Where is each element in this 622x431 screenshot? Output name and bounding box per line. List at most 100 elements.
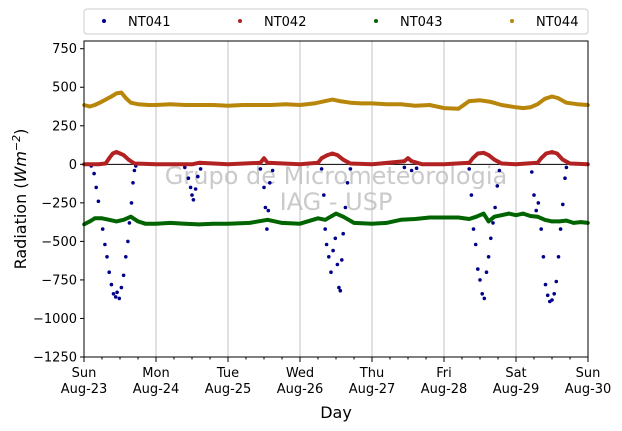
data-point-nt044-18 <box>240 103 245 107</box>
data-point-nt041-51 <box>343 205 348 210</box>
data-point-nt042-20 <box>325 153 330 157</box>
data-point-nt041-11 <box>113 295 118 299</box>
data-point-nt041-3 <box>96 199 101 204</box>
data-point-nt043-19 <box>298 221 302 226</box>
data-point-nt042-39 <box>535 161 540 165</box>
data-point-nt042-25 <box>370 162 374 167</box>
data-point-nt044-10 <box>136 102 140 106</box>
data-point-nt043-37 <box>499 213 504 217</box>
data-point-nt043-10 <box>154 221 158 226</box>
data-point-nt043-23 <box>341 214 346 219</box>
data-point-nt043-30 <box>442 215 446 220</box>
data-point-nt042-41 <box>544 151 548 156</box>
x-tick-date-2: Aug-25 <box>205 382 252 397</box>
data-point-nt043-38 <box>507 211 511 216</box>
data-point-nt041-84 <box>556 254 561 259</box>
data-point-nt041-44 <box>331 248 335 253</box>
data-point-nt044-25 <box>330 97 335 102</box>
data-point-nt044-47 <box>564 100 569 105</box>
data-point-nt041-30 <box>198 167 203 171</box>
data-point-nt041-17 <box>126 239 130 244</box>
data-point-nt042-33 <box>476 151 480 156</box>
data-point-nt044-30 <box>384 102 389 106</box>
data-point-nt043-34 <box>481 211 486 216</box>
data-point-nt041-61 <box>476 267 480 271</box>
data-point-nt044-27 <box>348 100 353 105</box>
x-tick-day-6: Sat <box>505 366 526 381</box>
data-point-nt042-6 <box>118 151 122 156</box>
data-point-nt042-30 <box>442 162 446 167</box>
y-axis-ticks: −1250 −1000 −750 −500 −250 0 250 500 750 <box>33 42 84 366</box>
y-tick-label-3: −500 <box>41 235 77 250</box>
data-point-nt041-46 <box>335 262 340 267</box>
data-point-nt041-75 <box>536 201 541 205</box>
data-point-nt041-28 <box>193 187 198 191</box>
data-point-nt044-17 <box>226 103 230 108</box>
data-point-nt041-12 <box>115 290 119 295</box>
data-point-nt044-14 <box>183 103 187 107</box>
data-point-nt044-43 <box>535 102 540 106</box>
data-point-nt041-29 <box>196 174 200 179</box>
x-tick-date-5: Aug-28 <box>421 382 468 397</box>
data-point-nt043-27 <box>399 218 403 222</box>
data-point-nt042-5 <box>114 150 119 154</box>
data-point-nt041-42 <box>327 254 331 259</box>
data-point-nt043-39 <box>514 213 518 217</box>
data-point-nt041-76 <box>539 227 543 231</box>
data-point-nt041-33 <box>263 205 268 210</box>
data-point-nt042-1 <box>96 162 101 167</box>
data-point-nt041-83 <box>554 279 559 284</box>
data-point-nt044-36 <box>467 99 472 103</box>
data-point-nt043-4 <box>107 218 111 222</box>
data-point-nt044-33 <box>427 103 432 107</box>
data-point-nt041-34 <box>265 227 269 231</box>
data-point-nt042-8 <box>126 157 131 162</box>
data-point-nt041-6 <box>103 242 107 247</box>
data-point-nt041-21 <box>132 168 137 173</box>
data-point-nt043-21 <box>323 218 328 222</box>
data-point-nt041-88 <box>564 165 569 170</box>
data-point-nt044-39 <box>499 103 504 107</box>
data-point-nt044-35 <box>456 107 461 111</box>
data-point-nt044-5 <box>109 94 114 99</box>
y-axis-title-exp: −2 <box>10 135 23 151</box>
data-point-nt041-18 <box>127 221 132 225</box>
y-axis-title: Radiation (Wm−2) <box>10 129 30 270</box>
data-point-nt044-16 <box>211 103 216 107</box>
data-point-nt041-86 <box>561 202 565 207</box>
data-point-nt041-32 <box>262 185 266 190</box>
data-point-nt041-74 <box>534 208 538 213</box>
data-point-nt043-6 <box>121 218 126 222</box>
y-tick-label-2: −750 <box>41 273 77 288</box>
data-point-nt043-48 <box>579 220 583 224</box>
data-point-nt044-20 <box>269 103 274 107</box>
data-point-nt044-9 <box>129 100 133 105</box>
data-point-nt043-20 <box>316 216 320 221</box>
data-point-nt041-25 <box>188 185 193 190</box>
data-point-nt042-17 <box>298 162 302 167</box>
data-point-nt044-37 <box>478 98 482 103</box>
data-point-nt042-28 <box>409 159 414 163</box>
data-point-nt043-18 <box>280 221 284 225</box>
data-point-nt042-23 <box>341 157 346 162</box>
data-point-nt042-24 <box>348 161 353 166</box>
data-point-nt041-41 <box>324 242 329 247</box>
data-point-nt041-24 <box>186 176 191 180</box>
legend-entry-nt043: NT043 <box>374 15 442 30</box>
x-tick-day-0: Sun <box>72 366 97 381</box>
data-point-nt041-58 <box>469 193 474 197</box>
data-point-nt042-22 <box>335 153 340 157</box>
data-point-nt043-15 <box>226 221 230 226</box>
data-point-nt043-41 <box>528 214 533 218</box>
series-nt042 <box>82 150 590 167</box>
data-point-nt041-5 <box>100 227 105 231</box>
data-point-nt044-3 <box>98 100 102 105</box>
data-point-nt044-26 <box>337 99 342 103</box>
data-point-nt041-20 <box>131 181 135 185</box>
x-tick-date-6: Aug-29 <box>493 382 540 397</box>
series-layer <box>82 90 590 304</box>
data-point-nt044-15 <box>197 103 201 107</box>
data-point-nt041-36 <box>268 181 272 185</box>
data-point-nt043-44 <box>550 219 554 224</box>
data-point-nt042-11 <box>190 162 194 167</box>
